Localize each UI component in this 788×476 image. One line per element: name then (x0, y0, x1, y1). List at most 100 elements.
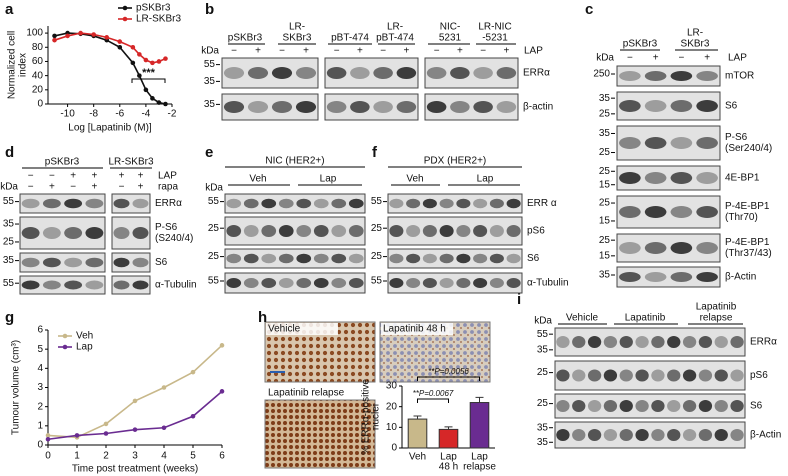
treatment-sign: + (138, 171, 144, 182)
kda-marker: 25 (599, 108, 611, 119)
band (326, 67, 347, 79)
band (644, 137, 667, 149)
band (389, 278, 404, 288)
band-label: S6 (527, 253, 540, 264)
band (651, 369, 665, 382)
treatment-sign: + (119, 171, 125, 182)
blot-header: SKBr3 (283, 33, 312, 44)
band-label: P-S6 (155, 222, 178, 233)
blot-header: SKBr3 (681, 39, 710, 50)
band-label: β-actin (523, 102, 553, 113)
band-label: P-4E-BP1 (725, 201, 770, 212)
band (473, 278, 488, 288)
point (132, 398, 138, 404)
panel-label: d (5, 144, 14, 161)
micrograph-caption: Lapatinib 48 h (383, 324, 446, 335)
legend-label: Lap (76, 342, 93, 353)
y-tick-label: 1 (37, 420, 43, 431)
band (572, 400, 586, 412)
band (439, 253, 454, 264)
band (223, 101, 245, 113)
band (714, 400, 728, 412)
blot-frame (387, 216, 523, 246)
band (243, 198, 259, 209)
blot-header: LR-NIC (478, 22, 511, 33)
blot-header: 5231 (439, 33, 462, 44)
treatment-sign: + (49, 182, 55, 193)
blot-header: LR- (387, 22, 403, 33)
band (730, 429, 744, 441)
band (730, 369, 744, 382)
y-axis-label: Tumour volume (cm³) (11, 340, 22, 435)
point (163, 56, 168, 61)
kda-marker: 35 (537, 437, 549, 448)
band (572, 369, 586, 382)
treatment-sign: − (627, 53, 633, 64)
band (696, 172, 718, 184)
error-bar (413, 415, 422, 420)
y-tick-label: 0 (37, 99, 43, 110)
blot-header: LR-SKBr3 (108, 157, 153, 168)
bracket (417, 376, 480, 381)
band (132, 227, 149, 239)
blot-frame (424, 57, 519, 89)
kda-marker: 25 (208, 251, 220, 262)
treatment-sign: − (28, 171, 34, 182)
band (456, 253, 471, 264)
point (143, 87, 149, 93)
band (619, 137, 641, 149)
bar (407, 418, 428, 449)
panel-label: i (517, 291, 521, 308)
band (271, 67, 293, 79)
blot-frame (224, 216, 366, 246)
series-line (47, 344, 223, 439)
caption-bg (266, 323, 338, 335)
treatment-sign: + (457, 46, 463, 57)
blot-header: Vehicle (566, 313, 599, 324)
band (348, 278, 364, 288)
band (456, 225, 471, 237)
band (730, 400, 744, 412)
band (85, 280, 104, 290)
band (261, 198, 277, 209)
band (496, 67, 517, 79)
band (132, 198, 149, 209)
blot-frame (616, 233, 721, 263)
kda-marker: 25 (371, 251, 383, 262)
band (651, 400, 665, 412)
y-axis-label: % ERRα-positive (361, 379, 372, 455)
treatment-sign: − (434, 46, 440, 57)
band (473, 225, 488, 237)
y-tick-label: 4 (37, 363, 43, 374)
point (103, 421, 109, 427)
legend-marker (122, 5, 128, 11)
x-tick-label: 6 (219, 451, 225, 462)
point (137, 73, 142, 78)
band (350, 101, 370, 113)
x-tick-label: 5 (190, 451, 196, 462)
point (45, 433, 51, 438)
blot-header: Lapatinib (625, 313, 666, 324)
y-tick-label: 5 (37, 344, 43, 355)
band (243, 253, 259, 264)
band (714, 369, 728, 382)
band (698, 369, 713, 382)
blot-header: relapse (700, 313, 733, 324)
band (422, 253, 437, 264)
band (644, 172, 667, 184)
x-tick-label: 3 (132, 451, 138, 462)
x-tick-label: -6 (115, 109, 124, 120)
kda-marker: 25 (599, 198, 611, 209)
kda-marker: 25 (371, 223, 383, 234)
band (373, 101, 393, 113)
band (556, 336, 570, 348)
band (556, 429, 570, 441)
band-label: (Thr70) (725, 212, 758, 223)
band (489, 253, 504, 264)
bar (438, 428, 459, 449)
point (45, 436, 51, 442)
band (670, 172, 693, 184)
band (348, 253, 364, 264)
band (473, 67, 493, 79)
kda-marker: 55 (3, 196, 15, 207)
